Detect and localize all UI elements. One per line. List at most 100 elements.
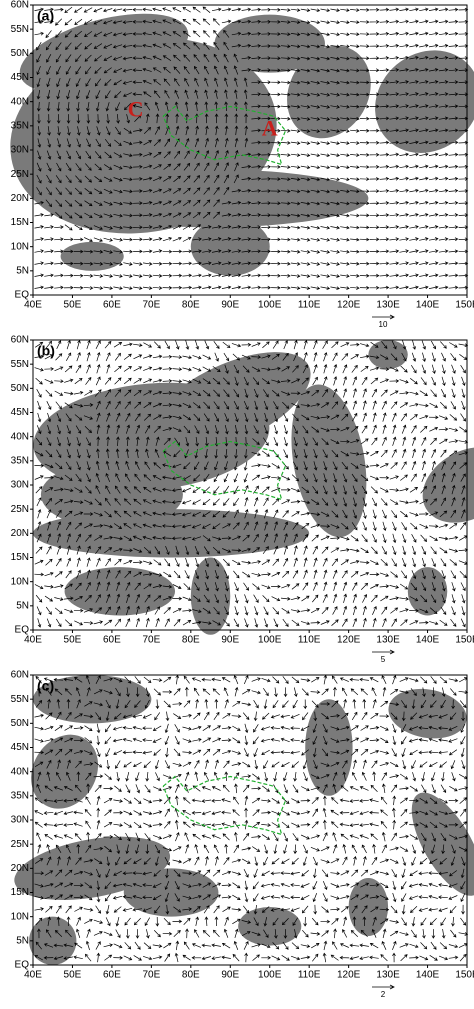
map-panel: EQ 5N 10N 15N 20N 25N 30N 35N 40N 45N 50N 55N 60N 40E… (11, 335, 474, 664)
longitude-label: 60E (103, 970, 121, 981)
shaded-region (60, 241, 124, 271)
longitude-label: 80E (182, 635, 200, 646)
latitude-label: 5N (16, 600, 29, 611)
longitude-label: 40E (24, 635, 42, 646)
latitude-label: 35N (11, 790, 29, 801)
shaded-region (287, 45, 371, 139)
longitude-label: 120E (337, 300, 361, 311)
longitude-label: 60E (103, 635, 121, 646)
latitude-label: 40N (11, 96, 29, 107)
reference-vector (372, 984, 395, 990)
longitude-label: 40E (24, 970, 42, 981)
longitude-label: 110E (298, 635, 321, 646)
latitude-label: 10N (11, 576, 29, 587)
panel-label: (a) (37, 8, 54, 24)
longitude-label: 140E (416, 635, 440, 646)
tibetan-plateau-outline (162, 105, 287, 166)
latitude-label: 25N (11, 504, 29, 515)
latitude-label: 30N (11, 480, 29, 491)
longitude-label: 140E (416, 970, 440, 981)
latitude-label: 25N (11, 169, 29, 180)
longitude-label: 130E (376, 300, 400, 311)
longitude-label: 150E (455, 300, 474, 311)
shaded-region (305, 699, 353, 796)
longitude-label: 110E (298, 300, 321, 311)
reference-vector (372, 649, 395, 655)
longitude-label: 90E (221, 970, 239, 981)
latitude-label: 5N (16, 265, 29, 276)
latitude-label: 10N (11, 911, 29, 922)
longitude-label: 120E (337, 635, 361, 646)
latitude-label: 20N (11, 863, 29, 874)
latitude-label: 15N (11, 217, 29, 228)
shaded-region (190, 557, 231, 635)
longitude-label: 50E (64, 300, 82, 311)
wind-vectors (34, 6, 469, 290)
latitude-label: 40N (11, 766, 29, 777)
latitude-label: 30N (11, 815, 29, 826)
reference-vector (372, 314, 395, 320)
reference-vector-label: 10 (379, 320, 388, 329)
latitude-label: 5N (16, 935, 29, 946)
shaded-region (407, 567, 448, 616)
longitude-label: 100E (258, 300, 282, 311)
latitude-label: 25N (11, 839, 29, 850)
longitude-label: 60E (103, 300, 121, 311)
circulation-label: C (128, 96, 144, 121)
latitude-label: 45N (11, 72, 29, 83)
latitude-label: 20N (11, 193, 29, 204)
latitude-label: EQ (15, 290, 30, 301)
latitude-label: 30N (11, 145, 29, 156)
circulation-label: A (262, 116, 278, 141)
shaded-region (291, 384, 367, 538)
reference-vector-label: 2 (381, 990, 386, 999)
shaded-region (190, 217, 270, 276)
longitude-label: 120E (337, 970, 361, 981)
shaded-region (411, 792, 474, 896)
wind-vectors (34, 674, 469, 963)
panel-label: (b) (37, 343, 55, 359)
tibetan-plateau-outline (162, 440, 287, 501)
longitude-label: 80E (182, 970, 200, 981)
longitude-label: 50E (64, 635, 82, 646)
shaded-region (149, 352, 311, 454)
shaded-region (123, 868, 219, 917)
map-panel: EQ 5N 10N 15N 20N 25N 30N 35N 40N 45N 50N 55N 60N 40E… (11, 670, 474, 999)
longitude-label: 140E (416, 300, 440, 311)
latitude-label: 35N (11, 455, 29, 466)
longitude-label: 70E (142, 970, 160, 981)
latitude-label: 50N (11, 718, 29, 729)
latitude-label: 15N (11, 887, 29, 898)
latitude-label: 55N (11, 24, 29, 35)
tibetan-plateau-outline (162, 775, 287, 836)
longitude-label: 90E (221, 635, 239, 646)
latitude-label: 60N (11, 335, 29, 346)
longitude-label: 130E (376, 970, 400, 981)
longitude-label: 150E (455, 635, 474, 646)
longitude-label: 100E (258, 970, 282, 981)
longitude-label: 130E (376, 635, 400, 646)
latitude-label: 60N (11, 670, 29, 681)
longitude-label: 70E (142, 300, 160, 311)
longitude-label: 70E (142, 635, 160, 646)
shaded-region (33, 509, 310, 558)
shaded-region (388, 688, 467, 739)
longitude-label: 150E (455, 970, 474, 981)
shaded-region (33, 675, 152, 724)
map-panel: EQ 5N 10N 15N 20N 25N 30N 35N 40N 45N 50N 55N 60N 40E… (10, 0, 474, 329)
latitude-label: 40N (11, 431, 29, 442)
latitude-label: 50N (11, 383, 29, 394)
longitude-label: 90E (221, 300, 239, 311)
shaded-region (52, 169, 369, 228)
latitude-label: 35N (11, 120, 29, 131)
latitude-label: 10N (11, 241, 29, 252)
latitude-label: 50N (11, 48, 29, 59)
latitude-label: 45N (11, 742, 29, 753)
latitude-label: EQ (15, 625, 30, 636)
longitude-label: 40E (24, 300, 42, 311)
shaded-region (29, 916, 77, 965)
latitude-label: 45N (11, 407, 29, 418)
longitude-label: 100E (258, 635, 282, 646)
latitude-label: 15N (11, 552, 29, 563)
